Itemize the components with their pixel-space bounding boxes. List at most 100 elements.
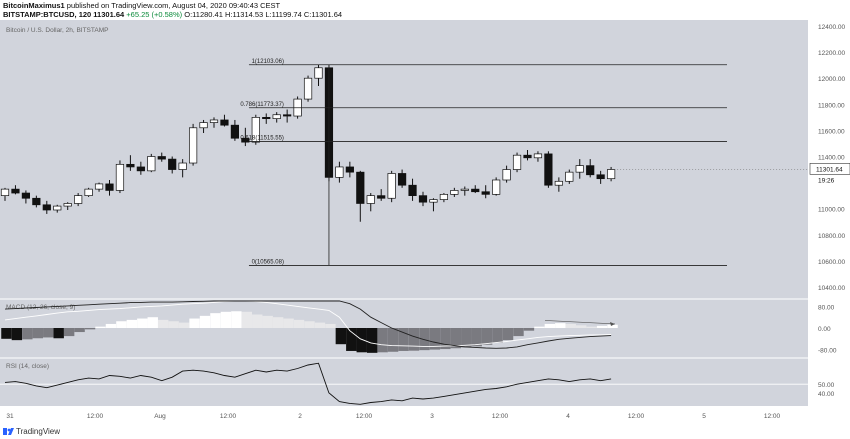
macd-hist-bar — [450, 328, 461, 349]
macd-hist-bar — [335, 328, 347, 345]
candle-body — [533, 153, 543, 159]
candle-body — [523, 154, 532, 159]
macd-hist-bar — [576, 325, 587, 328]
last-price: 11301.64 — [93, 10, 125, 19]
macd-trend-arrow — [544, 320, 616, 325]
macd-hist-bar — [461, 328, 472, 348]
macd-hist-bar — [586, 326, 597, 328]
candle-body — [471, 188, 480, 193]
tradingview-brand[interactable]: TradingView — [16, 427, 61, 436]
ohlc-open: 11280.41 — [192, 10, 223, 19]
candle-body — [408, 184, 417, 197]
macd-hist-bar — [492, 328, 503, 343]
macd-hist-bar — [147, 317, 158, 328]
candle-body — [115, 163, 125, 191]
macd-hist-bar — [356, 328, 367, 353]
candle-body — [220, 119, 229, 126]
time-tick-label: 12:00 — [492, 413, 509, 420]
candle-body — [335, 166, 344, 178]
candle-body — [42, 204, 51, 211]
macd-hist-bar — [63, 328, 75, 337]
symbol-label[interactable]: BITSTAMP:BTCUSD, 120 — [3, 10, 92, 19]
footer: TradingView — [0, 426, 850, 439]
tradingview-logo-icon — [3, 428, 14, 435]
author-name[interactable]: BitcoinMaximus1 — [3, 1, 65, 10]
time-tick-label: 12:00 — [628, 413, 645, 420]
price-tick-label: 11400.00 — [818, 155, 845, 162]
candle-body — [262, 116, 271, 120]
ohlc-o-label: O: — [184, 10, 193, 19]
macd-hist-bar — [314, 322, 326, 328]
macd-hist-bar — [367, 328, 378, 353]
candle-body — [126, 163, 135, 168]
candle-body — [502, 169, 511, 181]
macd-hist-bar — [32, 328, 43, 339]
price-tick-label: 12200.00 — [818, 50, 845, 57]
candle-body — [63, 203, 72, 207]
macd-hist-bar — [607, 324, 618, 328]
price-change: +65.25 (+0.58%) — [126, 10, 183, 19]
candle-body — [209, 119, 219, 123]
macd-hist-bar — [408, 328, 420, 351]
macd-hist-bar — [220, 311, 232, 328]
price-tick-label: 10800.00 — [818, 233, 845, 240]
candle-body — [429, 199, 438, 203]
candle-body — [356, 171, 365, 204]
candle-body — [565, 171, 574, 182]
candle-body — [366, 195, 375, 204]
macd-hist-bar — [544, 323, 556, 328]
candle-body — [283, 114, 292, 117]
candle-body — [168, 158, 177, 170]
candle-body — [544, 153, 553, 186]
candle-body — [199, 122, 208, 129]
price-tick-label: 10400.00 — [818, 285, 845, 292]
time-tick-label: 2 — [298, 413, 302, 420]
candle-body — [241, 137, 250, 143]
time-tick-label: 12:00 — [356, 413, 373, 420]
time-axis-background — [0, 406, 808, 426]
macd-hist-bar — [22, 328, 33, 340]
macd-hist-bar — [346, 328, 357, 351]
macd-hist-bar — [283, 318, 294, 328]
candle-body — [303, 77, 313, 100]
macd-hist-bar — [502, 328, 514, 341]
macd-hist-bar — [440, 328, 451, 350]
ohlc-l-label: L: — [265, 10, 272, 19]
macd-hist-bar — [231, 311, 242, 328]
rsi-tick-label: 50.00 — [818, 382, 835, 389]
time-tick-label: 12:00 — [764, 413, 781, 420]
candle-body — [450, 190, 459, 195]
candle-body — [21, 192, 30, 199]
macd-hist-bar — [481, 328, 493, 345]
candle-body — [387, 173, 396, 199]
chart-canvas[interactable]: 12400.00 12200.00 12000.00 11800.00 11600.00… — [0, 20, 850, 426]
macd-hist-bar — [596, 325, 608, 328]
candle-body — [377, 195, 386, 199]
price-tick-label: 11600.00 — [818, 128, 845, 135]
candle-body — [492, 179, 501, 195]
published-text: published on TradingView.com, August 04,… — [66, 1, 281, 10]
macd-tick-label: 0.00 — [818, 326, 831, 333]
macd-hist-bar — [293, 319, 305, 328]
ohlc-c-label: C: — [303, 10, 312, 19]
macd-hist-bar — [555, 323, 566, 328]
macd-hist-bar — [116, 321, 127, 328]
ohlc-low: 11199.74 — [271, 10, 302, 19]
time-tick-label: Aug — [154, 413, 166, 420]
candle-body — [11, 188, 20, 194]
macd-hist-bar — [210, 313, 221, 328]
macd-hist-bar — [419, 328, 430, 351]
chart-legend: Bitcoin / U.S. Dollar, 2h, BITSTAMP — [6, 27, 108, 34]
last-price-badge — [809, 163, 850, 175]
candle-body — [575, 165, 584, 173]
candle-body — [94, 183, 104, 190]
macd-hist-bar — [471, 328, 482, 347]
macd-hist-bar — [105, 323, 117, 328]
candle-body — [136, 166, 145, 172]
macd-hist-bar — [53, 328, 64, 339]
rsi-legend: RSI (14, close) — [6, 363, 49, 370]
ohlc-close: 11301.64 — [311, 10, 343, 19]
time-tick-label: 3 — [430, 413, 434, 420]
macd-arrow-head — [610, 321, 615, 326]
macd-hist-bar — [565, 323, 576, 328]
